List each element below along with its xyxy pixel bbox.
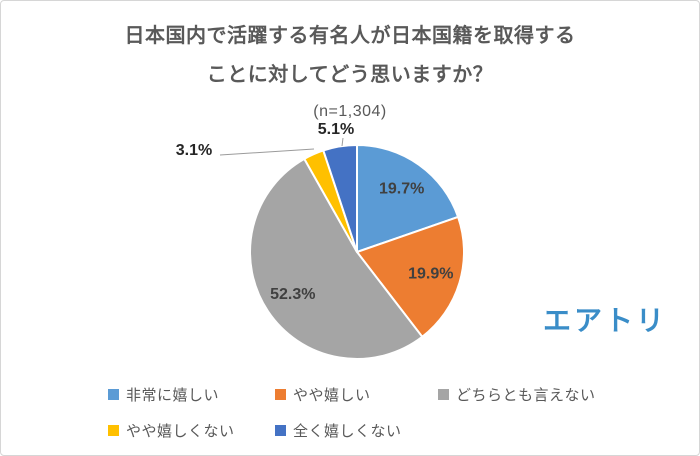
pie-slice-3: [249, 157, 424, 360]
chart-title: 日本国内で活躍する有名人が日本国籍を取得する ことに対してどう思いますか？: [1, 17, 699, 95]
slice-label-inside-2: 19.9%: [408, 265, 453, 282]
slice-label-outside-4: 3.1%: [176, 142, 212, 159]
airtrip-logo: エアトリ: [543, 305, 668, 336]
slice-label-outside-5: 5.1%: [318, 121, 354, 138]
pie-slice-5: [322, 144, 358, 253]
sample-size-label: (n=1,304): [313, 103, 387, 120]
leader-line-5: [341, 137, 344, 147]
slice-label-inside-3: 52.3%: [270, 286, 315, 303]
slice-label-inside-1: 19.7%: [379, 180, 424, 197]
pie-slice-2: [356, 215, 465, 338]
leader-line-4: [219, 148, 315, 156]
chart-title-line1: 日本国内で活躍する有名人が日本国籍を取得する: [124, 25, 576, 47]
chart-title-line2: ことに対してどう思いますか？: [206, 64, 494, 86]
